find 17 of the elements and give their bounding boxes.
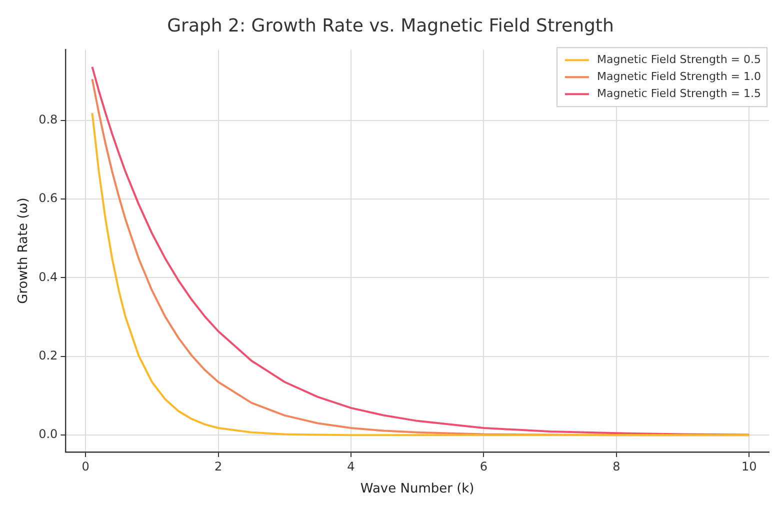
- x-axis-title: Wave Number (k): [360, 482, 474, 497]
- x-tick-label: 10: [741, 459, 757, 474]
- x-tick-label: 0: [82, 459, 90, 474]
- y-tick-label: 0.8: [38, 112, 58, 127]
- x-tick-label: 4: [347, 459, 355, 474]
- legend-label: Magnetic Field Strength = 1.0: [596, 70, 762, 83]
- x-tick-label: 6: [480, 459, 488, 474]
- y-tick-label: 0.2: [38, 348, 58, 363]
- x-tick-label: 8: [612, 459, 620, 474]
- y-tick-label: 0.0: [38, 427, 58, 442]
- x-tick-label: 2: [214, 459, 222, 474]
- y-axis-title: Growth Rate (ω): [16, 198, 32, 304]
- y-tick-label: 0.4: [38, 270, 58, 284]
- y-tick-label: 0.6: [38, 191, 58, 206]
- legend-label: Magnetic Field Strength = 0.5: [596, 52, 762, 66]
- legend-label: Magnetic Field Strength = 1.5: [596, 86, 762, 100]
- chart-title: Graph 2: Growth Rate vs. Magnetic Field Strength: [167, 15, 614, 36]
